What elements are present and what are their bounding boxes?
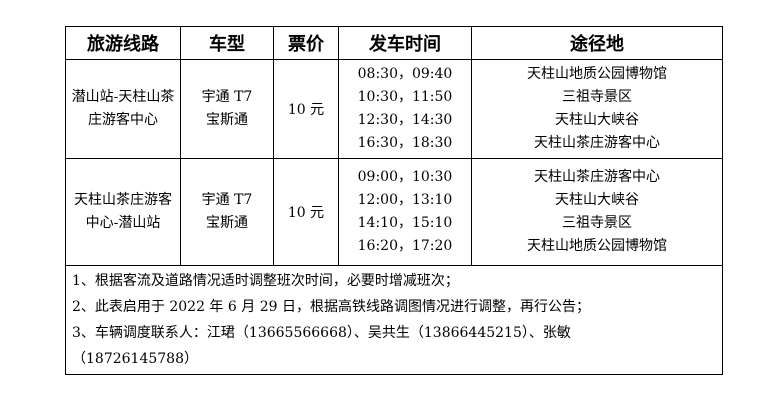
times-cell: 09:00，10:30 12:00，13:10 14:10，15:10 16:20，1… <box>338 158 472 266</box>
header-vehicle: 车型 <box>180 26 274 60</box>
time-line: 16:30，18:30 <box>357 135 453 151</box>
stop: 天柱山大峡谷 <box>555 112 639 128</box>
stop: 天柱山地质公园博物馆 <box>527 66 667 82</box>
stop: 天柱山地质公园博物馆 <box>527 238 667 254</box>
vehicle-cell: 宇通 T7 宝斯通 <box>180 59 274 159</box>
vehicle: 宝斯通 <box>206 215 248 231</box>
note-2: 2、此表启用于 2022 年 6 月 29 日，根据高铁线路调图情况进行调整，再… <box>72 299 590 315</box>
header-stops: 途径地 <box>471 26 723 60</box>
stop: 天柱山茶庄游客中心 <box>534 169 660 185</box>
note-3: 3、车辆调度联系人：江珺（13665566668）、吴共生（1386644521… <box>72 325 571 341</box>
vehicle: 宇通 T7 <box>201 192 253 208</box>
notes-row: 1、根据客流及道路情况适时调整班次时间，必要时增减班次； 2、此表启用于 202… <box>65 265 723 375</box>
header-times: 发车时间 <box>338 26 472 60</box>
price-cell: 10 元 <box>273 59 339 159</box>
time-line: 10:30，11:50 <box>357 89 453 105</box>
note-3-continued: （18726145788） <box>72 351 198 367</box>
time-line: 16:20，17:20 <box>357 238 453 254</box>
notes-cell: 1、根据客流及道路情况适时调整班次时间，必要时增减班次； 2、此表启用于 202… <box>65 265 723 375</box>
note-1: 1、根据客流及道路情况适时调整班次时间，必要时增减班次； <box>72 273 459 289</box>
vehicle: 宝斯通 <box>206 112 248 128</box>
times-cell: 08:30，09:40 10:30，11:50 12:30，14:30 16:30，1… <box>338 59 472 159</box>
time-line: 12:00，13:10 <box>357 192 453 208</box>
time-line: 12:30，14:30 <box>357 112 453 128</box>
time-line: 14:10，15:10 <box>357 215 453 231</box>
price-cell: 10 元 <box>273 158 339 266</box>
bus-schedule-table: 旅游线路 车型 票价 发车时间 途径地 潜山站-天柱山茶庄游客中心 宇通 T7 宝… <box>65 26 723 375</box>
vehicle-cell: 宇通 T7 宝斯通 <box>180 158 274 266</box>
stop: 三祖寺景区 <box>562 89 632 105</box>
route-cell: 潜山站-天柱山茶庄游客中心 <box>65 59 181 159</box>
time-line: 08:30，09:40 <box>357 66 453 82</box>
stops-cell: 天柱山地质公园博物馆 三祖寺景区天柱山大峡谷天柱山茶庄游客中心 <box>471 59 723 159</box>
route-cell: 天柱山茶庄游客中心-潜山站 <box>65 158 181 266</box>
header-row: 旅游线路 车型 票价 发车时间 途径地 <box>65 26 723 60</box>
table-row: 天柱山茶庄游客中心-潜山站 宇通 T7 宝斯通 10 元 09:00，10:30 1… <box>65 158 723 266</box>
header-route: 旅游线路 <box>65 26 181 60</box>
stop: 天柱山茶庄游客中心 <box>534 135 660 151</box>
time-line: 09:00，10:30 <box>357 169 453 185</box>
header-price: 票价 <box>273 26 339 60</box>
stops-cell: 天柱山茶庄游客中心 天柱山大峡谷 三祖寺景区天柱山地质公园博物馆 <box>471 158 723 266</box>
table-row: 潜山站-天柱山茶庄游客中心 宇通 T7 宝斯通 10 元 08:30，09:40 1… <box>65 59 723 159</box>
vehicle: 宇通 T7 <box>201 89 253 105</box>
stop: 天柱山大峡谷 <box>555 192 639 208</box>
stop: 三祖寺景区 <box>562 215 632 231</box>
